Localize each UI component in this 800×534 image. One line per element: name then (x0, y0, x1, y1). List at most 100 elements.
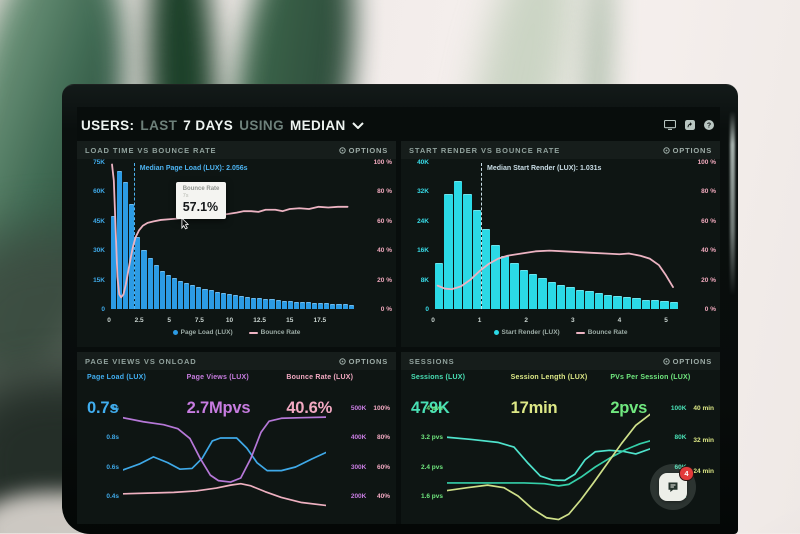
axis-tick: 2.5 (135, 317, 144, 324)
laptop: USERS: LAST 7 DAYS USING MEDIAN ? LOAD T… (62, 84, 738, 534)
series-line (123, 484, 326, 506)
dashboard-screen: USERS: LAST 7 DAYS USING MEDIAN ? LOAD T… (77, 107, 720, 524)
options-button[interactable]: OPTIONS (663, 357, 712, 366)
tooltip-category: 7s (183, 193, 220, 200)
bounce-rate-line (109, 163, 356, 309)
options-button[interactable]: OPTIONS (339, 146, 388, 155)
title-segment: USERS: (81, 118, 134, 133)
axis-tick: 24K (417, 218, 429, 225)
legend-item-bounce-rate[interactable]: Bounce Rate (249, 329, 301, 336)
plot-area: Median Page Load (LUX): 2.056s Bounce Ra… (109, 163, 356, 309)
axis-tick: 1s (112, 405, 119, 412)
axis-tick: 0 (425, 306, 429, 313)
panel-title: LOAD TIME VS BOUNCE RATE (85, 146, 216, 155)
axis-tick: 40K (417, 159, 429, 166)
axis-tick: 5 (664, 317, 668, 324)
chart-legend: Page Load (LUX) Bounce Rate (77, 329, 396, 336)
axis-tick: 4 (618, 317, 622, 324)
axis-tick: 0 (431, 317, 435, 324)
axis-tick: 0 (101, 306, 105, 313)
axis-tick: 60 % (701, 218, 716, 225)
y-axis-right: 100 %80 %60 %40 %20 %0 % (360, 159, 392, 313)
axis-tick: 100 % (374, 159, 392, 166)
axis-tick: 300K (351, 464, 367, 471)
axis-tick: 400K (351, 434, 367, 441)
axis-tick: 45K (93, 218, 105, 225)
metric-label: PVs Per Session (LUX) (610, 374, 710, 381)
series-line (447, 437, 650, 480)
axis-tick: 5 (167, 317, 171, 324)
axis-tick: 100% (373, 405, 390, 412)
screen-glare (730, 111, 735, 296)
axis-tick: 40 % (377, 247, 392, 254)
line-series (123, 404, 326, 524)
legend-dash-icon (249, 332, 258, 334)
axis-tick: 15K (93, 277, 105, 284)
title-segment: LAST (140, 118, 177, 133)
gear-icon (663, 358, 670, 365)
axis-tick: 80 % (701, 188, 716, 195)
axis-tick: 40% (377, 493, 390, 500)
axis-tick: 8K (421, 277, 429, 284)
legend-dash-icon (576, 332, 585, 334)
tooltip-value: 57.1% (183, 200, 220, 216)
tooltip-title: Bounce Rate (183, 186, 220, 194)
axis-tick: 3.2 pvs (421, 434, 443, 441)
title-segment: MEDIAN (290, 118, 346, 133)
axis-tick: 0 (107, 317, 111, 324)
chevron-down-icon[interactable] (352, 122, 364, 129)
axis-tick: 40 min (693, 405, 714, 412)
axis-tick: 0 % (381, 306, 392, 313)
axis-tick: 2.4 pvs (421, 464, 443, 471)
gear-icon (663, 147, 670, 154)
panel-page-views-onload: PAGE VIEWS VS ONLOAD OPTIONS Page Load (… (77, 352, 396, 524)
svg-text:?: ? (707, 122, 711, 129)
axis-tick: 1.6 pvs (421, 493, 443, 500)
legend-item-start-render[interactable]: Start Render (LUX) (494, 329, 560, 336)
axis-tick: 4 pvs (426, 405, 443, 412)
options-button[interactable]: OPTIONS (663, 146, 712, 155)
chat-icon (666, 480, 680, 494)
gear-icon (339, 147, 346, 154)
axis-tick: 20 % (701, 277, 716, 284)
panel-title: PAGE VIEWS VS ONLOAD (85, 357, 197, 366)
metric-label: Page Load (LUX) (87, 374, 187, 381)
axis-tick: 20 % (377, 277, 392, 284)
dashboard-header: USERS: LAST 7 DAYS USING MEDIAN ? (81, 113, 714, 137)
legend-dot-icon (173, 330, 178, 335)
metric-label: Sessions (LUX) (411, 374, 511, 381)
legend-item-bounce-rate[interactable]: Bounce Rate (576, 329, 628, 336)
series-line (447, 414, 650, 519)
plot-area (447, 404, 650, 524)
axis-tick: 32 min (693, 437, 714, 444)
share-icon[interactable] (685, 120, 695, 130)
chart-legend: Start Render (LUX) Bounce Rate (401, 329, 720, 336)
bounce-rate-line (433, 163, 680, 309)
axis-tick: 80 % (377, 188, 392, 195)
chat-widget: 4 (650, 464, 696, 510)
y-axis-right: 100 %80 %60 %40 %20 %0 % (684, 159, 716, 313)
axis-tick: 100 % (698, 159, 716, 166)
axis-tick: 40 % (701, 247, 716, 254)
axis-tick: 0.8s (106, 434, 119, 441)
axis-tick: 12.5 (253, 317, 266, 324)
plot-area (123, 404, 326, 524)
notification-badge: 4 (679, 466, 694, 481)
options-button[interactable]: OPTIONS (339, 357, 388, 366)
legend-dot-icon (494, 330, 499, 335)
axis-tick: 30K (93, 247, 105, 254)
user-segment-dropdown[interactable]: USERS: LAST 7 DAYS USING MEDIAN (81, 118, 364, 133)
legend-item-page-load[interactable]: Page Load (LUX) (173, 329, 233, 336)
panel-title: SESSIONS (409, 357, 455, 366)
monitor-icon[interactable] (664, 120, 676, 130)
help-icon[interactable]: ? (704, 120, 714, 130)
axis-tick: 60K (93, 188, 105, 195)
